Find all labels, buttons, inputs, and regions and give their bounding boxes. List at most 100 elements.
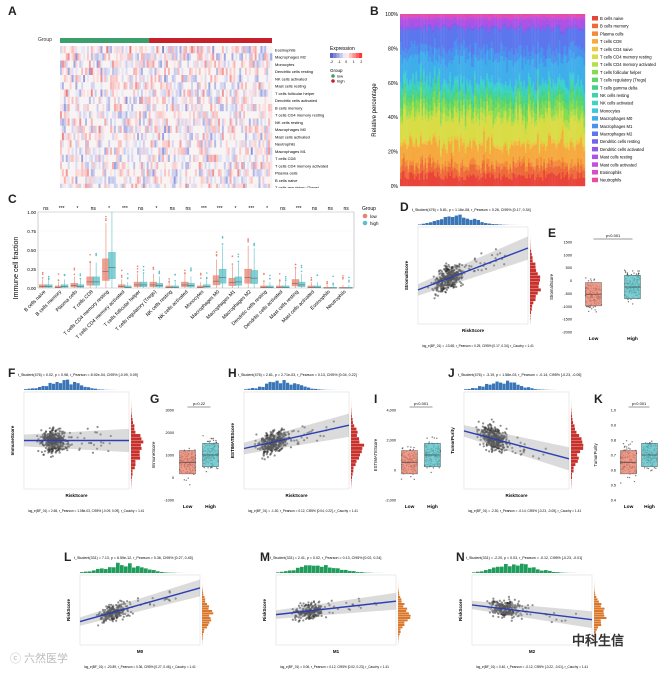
heatmap-cell	[108, 104, 111, 112]
stacked-segment	[583, 27, 586, 52]
stacked-segment	[481, 78, 484, 84]
stacked-segment	[583, 115, 586, 128]
stacked-segment	[423, 83, 425, 89]
stacked-segment	[450, 14, 453, 17]
heatmap-cell	[264, 46, 267, 54]
expression-legend-swatch	[355, 53, 359, 58]
heatmap-cell	[162, 111, 165, 119]
stacked-segment	[537, 25, 539, 28]
heatmap-cell	[106, 162, 109, 170]
stacked-segment	[413, 40, 416, 55]
stacked-segment	[475, 122, 478, 144]
stacked-segment	[558, 140, 561, 144]
stacked-segment	[575, 100, 578, 109]
stacked-segment	[551, 14, 553, 16]
heatmap-cell	[191, 104, 194, 112]
heatmap-cell	[86, 183, 90, 188]
stacked-segment	[421, 141, 424, 145]
heatmap-cell	[135, 125, 138, 134]
stacked-segment	[461, 14, 464, 16]
heatmap-cell	[65, 89, 69, 98]
stacked-segment	[517, 166, 519, 176]
stacked-segment	[531, 142, 533, 148]
stacked-segment	[523, 141, 526, 145]
stacked-segment	[467, 28, 470, 31]
heatmap-cell	[185, 162, 188, 170]
stacked-segment	[497, 52, 499, 63]
stacked-segment	[504, 88, 507, 93]
stacked-segment	[441, 101, 444, 114]
stacked-segment	[518, 14, 521, 17]
heatmap-cell	[189, 133, 192, 141]
heatmap-cell	[246, 89, 250, 98]
stacked-segment	[555, 109, 558, 117]
heatmap-cell	[231, 169, 234, 177]
stacked-segment	[472, 28, 475, 32]
stacked-segment	[549, 84, 552, 92]
heatmap-cell	[175, 154, 178, 163]
heatmap-cell	[148, 60, 151, 69]
stacked-segment	[501, 118, 504, 123]
heatmap-cell	[88, 169, 92, 177]
heatmap-cell	[166, 67, 169, 76]
heatmap-cell	[258, 53, 261, 61]
heatmap-cell	[85, 67, 88, 76]
stacked-segment	[478, 165, 481, 170]
heatmap-cell	[160, 147, 163, 156]
stacked-segment	[517, 17, 519, 20]
heatmap-cell	[73, 147, 76, 156]
stacked-segment	[517, 25, 519, 27]
stacked-segment	[529, 18, 532, 28]
stacked-segment	[457, 18, 459, 21]
stacked-segment	[544, 14, 547, 16]
heatmap-cell	[113, 140, 117, 148]
heatmap-cell	[218, 75, 221, 83]
heatmap-cell	[90, 75, 94, 83]
stacked-segment	[521, 27, 524, 29]
stacked-segment	[504, 22, 507, 25]
stacked-segment	[469, 79, 472, 83]
stacked-segment	[481, 17, 484, 20]
stacked-segment	[503, 162, 506, 167]
heatmap-cell	[167, 96, 171, 105]
heatmap-cell	[192, 147, 196, 156]
stacked-segment	[503, 146, 506, 164]
stacked-segment	[444, 93, 447, 99]
heatmap-cell	[233, 147, 236, 156]
heatmap-cell	[65, 133, 69, 141]
stacked-segment	[518, 92, 521, 105]
stacked-segment	[452, 18, 455, 25]
stacked-segment	[460, 137, 462, 164]
stacked-segment	[497, 162, 499, 167]
stacked-segment	[534, 113, 536, 123]
heatmap-cell	[214, 53, 217, 61]
stacked-segment	[580, 93, 583, 96]
heatmap-cell	[60, 118, 63, 127]
stacked-segment	[494, 108, 496, 119]
heatmap-cell	[200, 183, 203, 188]
stacked-segment	[506, 161, 509, 170]
heatmap-cell	[119, 53, 122, 61]
stacked-segment	[429, 111, 432, 116]
stacked-segment	[432, 78, 435, 83]
heatmap-cell	[85, 75, 88, 83]
heatmap-cell	[119, 104, 122, 112]
heatmap-cell	[268, 118, 271, 127]
heatmap-cell	[208, 60, 211, 69]
heatmap-cell	[73, 111, 76, 119]
heatmap-cell	[98, 53, 101, 61]
stacked-segment	[469, 109, 472, 138]
stacked-segment	[413, 17, 416, 20]
stacked-segment	[552, 50, 555, 64]
heatmap-cell	[210, 169, 213, 177]
heatmap-cell	[61, 183, 65, 188]
stacked-segment	[514, 122, 516, 140]
heatmap-cell	[216, 60, 219, 69]
heatmap-cell	[231, 154, 234, 163]
stacked-segment	[521, 15, 524, 19]
stacked-segment	[569, 15, 572, 18]
stacked-segment	[564, 108, 567, 120]
stacked-segment	[455, 101, 458, 112]
heatmap-cell	[262, 67, 265, 76]
stacked-segment	[460, 162, 462, 168]
